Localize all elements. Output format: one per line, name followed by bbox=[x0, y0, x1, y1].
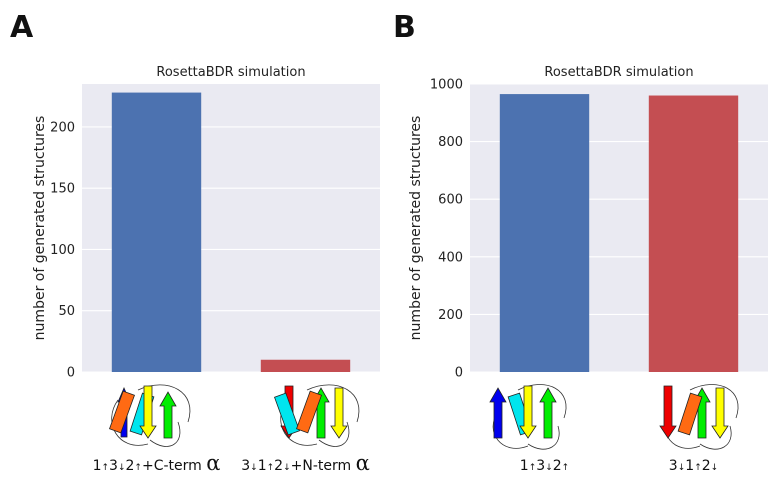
y-tick-label: 0 bbox=[67, 366, 75, 381]
y-tick-label: 200 bbox=[50, 120, 75, 135]
panel-letter-a: A bbox=[10, 10, 34, 45]
y-tick-label: 800 bbox=[438, 135, 463, 150]
topology-icon-alpha-c-term bbox=[109, 384, 191, 447]
category-label-1: 1↑3↓2↑ bbox=[520, 458, 569, 474]
bar-1 bbox=[499, 94, 590, 372]
bar-2 bbox=[648, 95, 739, 373]
topology-icon-b-2 bbox=[659, 384, 739, 450]
bar-2 bbox=[260, 359, 351, 372]
y-axis-label: number of generated structures bbox=[408, 116, 424, 341]
chart-title: RosettaBDR simulation bbox=[156, 65, 305, 80]
y-tick-label: 0 bbox=[455, 366, 463, 381]
category-label-1: 1↑3↓2↑+C-term α bbox=[93, 451, 221, 475]
y-tick-label: 600 bbox=[438, 193, 463, 208]
panel-letter-b: B bbox=[393, 10, 416, 45]
y-axis-label: number of generated structures bbox=[32, 116, 48, 341]
y-tick-label: 400 bbox=[438, 250, 463, 265]
chart-a: 0 50 100 150 200 1↑3↓2↑+C-term α 3↓1↑2↓+N-term… bbox=[32, 65, 380, 475]
chart-title: RosettaBDR simulation bbox=[544, 65, 693, 80]
y-tick-label: 150 bbox=[50, 182, 75, 197]
topology-icon-b-1 bbox=[489, 384, 567, 450]
topology-icon-alpha-n-term bbox=[274, 384, 360, 447]
category-label-2: 3↓1↑2↓ bbox=[669, 458, 718, 474]
y-tick-label: 1000 bbox=[430, 78, 463, 93]
y-tick-label: 50 bbox=[58, 304, 75, 319]
y-tick-label: 200 bbox=[438, 308, 463, 323]
category-label-2: 3↓1↑2↓+N-term α bbox=[241, 451, 370, 475]
y-tick-label: 100 bbox=[50, 243, 75, 258]
chart-b: 0 200 400 600 800 1000 1↑3↓2↑ 3↓1↑2↓ RosettaBDR … bbox=[408, 65, 768, 474]
bar-1 bbox=[111, 92, 202, 372]
